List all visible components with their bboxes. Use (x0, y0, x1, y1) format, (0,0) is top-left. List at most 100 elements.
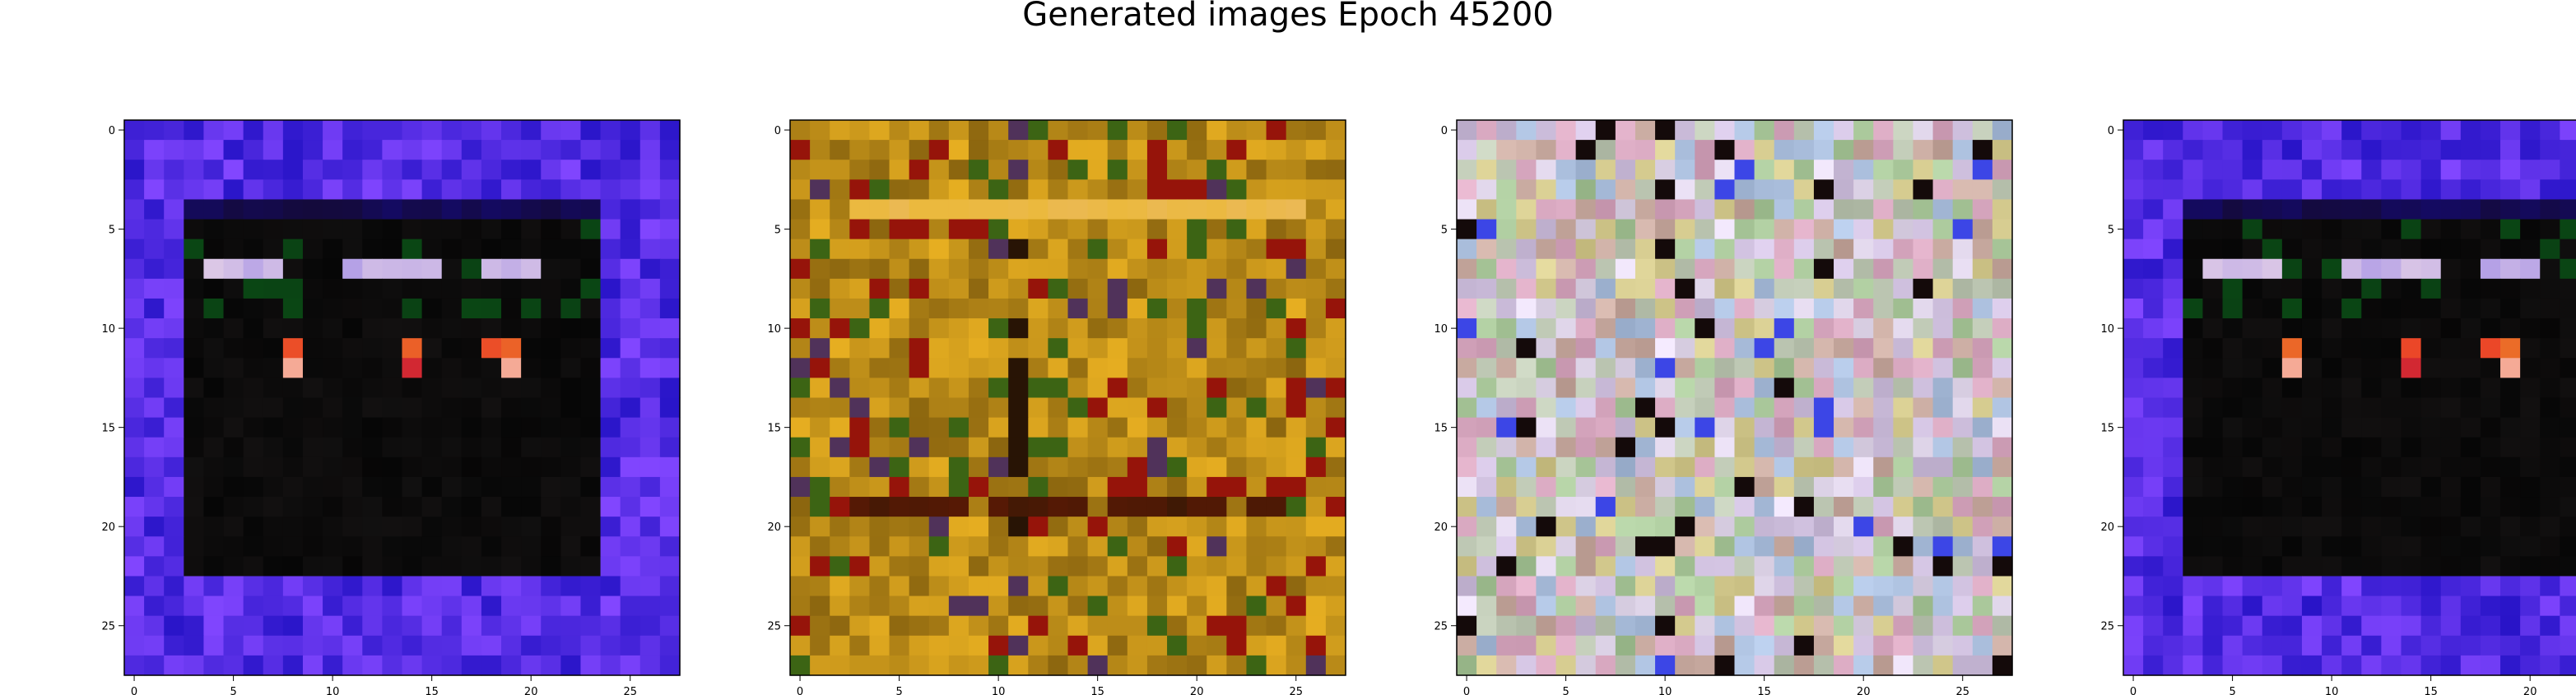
image-pixel (124, 358, 145, 378)
image-pixel (2401, 298, 2422, 319)
image-pixel (1246, 378, 1267, 399)
x-tick-label: 5 (2229, 686, 2235, 695)
image-pixel (810, 635, 830, 656)
image-pixel (2401, 219, 2422, 240)
image-pixel (2420, 239, 2442, 260)
image-pixel (2420, 655, 2442, 676)
image-pixel (1952, 179, 1974, 201)
image-pixel (1834, 140, 1854, 160)
x-tick-label: 5 (895, 686, 902, 695)
image-pixel (2222, 219, 2244, 240)
image-pixel (639, 576, 661, 597)
image-pixel (1992, 497, 2013, 517)
y-tick-label: 5 (109, 225, 115, 237)
image-pixel (560, 576, 582, 597)
image-pixel (2540, 338, 2560, 359)
image-pixel (1187, 397, 1207, 419)
image-pixel (1813, 338, 1834, 359)
image-pixel (1127, 179, 1148, 201)
image-pixel (1853, 179, 1874, 201)
image-pixel (2202, 298, 2224, 319)
image-pixel (1146, 497, 1168, 517)
image-pixel (1834, 417, 1854, 438)
image-pixel (1714, 179, 1736, 201)
image-pixel (869, 338, 890, 359)
image-pixel (1595, 556, 1616, 577)
image-pixel (1893, 476, 1914, 498)
image-pixel (1476, 456, 1497, 478)
image-pixel (1675, 239, 1695, 260)
image-pixel (1714, 278, 1736, 299)
image-pixel (1575, 120, 1597, 141)
image-pixel (1655, 536, 1676, 557)
image-pixel (1187, 239, 1207, 260)
image-pixel (243, 199, 264, 220)
image-pixel (2361, 378, 2382, 399)
image-pixel (2262, 378, 2283, 399)
image-pixel (144, 497, 165, 517)
image-pixel (1028, 517, 1049, 537)
image-pixel (790, 536, 811, 557)
image-pixel (600, 318, 621, 339)
image-pixel (1754, 358, 1775, 378)
image-pixel (1952, 378, 1974, 399)
image-pixel (1992, 417, 2013, 438)
image-pixel (541, 536, 561, 557)
image-pixel (1028, 615, 1049, 637)
image-pixel (461, 120, 482, 141)
image-pixel (2281, 655, 2303, 676)
image-pixel (1853, 239, 1874, 260)
image-pixel (1714, 338, 1736, 359)
image-pixel (1575, 615, 1597, 637)
image-pixel (810, 160, 830, 180)
image-pixel (1127, 120, 1148, 141)
image-pixel (1476, 595, 1497, 617)
image-pixel (1793, 615, 1815, 637)
image-pixel (2301, 576, 2323, 597)
image-pixel (1246, 517, 1267, 537)
image-pixel (2520, 417, 2541, 438)
image-pixel (2301, 378, 2323, 399)
image-pixel (362, 655, 383, 676)
image-pixel (909, 615, 930, 637)
image-pixel (1774, 456, 1795, 478)
image-pixel (2301, 298, 2323, 319)
image-pixel (2420, 179, 2442, 201)
image-pixel (1834, 239, 1854, 260)
image-pixel (2560, 318, 2576, 339)
image-pixel (1932, 298, 1954, 319)
image-pixel (441, 239, 463, 260)
image-pixel (1575, 160, 1597, 180)
image-pixel (1695, 318, 1715, 339)
image-pixel (1575, 517, 1597, 537)
image-pixel (1972, 378, 1993, 399)
image-pixel (421, 635, 443, 656)
image-pixel (2163, 536, 2183, 557)
image-pixel (243, 179, 264, 201)
image-pixel (2401, 358, 2422, 378)
image-pixel (2540, 497, 2560, 517)
image-pixel (889, 358, 910, 378)
image-pixel (2480, 556, 2501, 577)
image-pixel (1734, 358, 1755, 378)
image-pixel (541, 497, 561, 517)
image-pixel (2222, 497, 2244, 517)
image-pixel (2322, 298, 2342, 319)
image-pixel (164, 120, 184, 141)
image-pixel (1695, 258, 1715, 280)
image-pixel (323, 576, 343, 597)
image-pixel (263, 497, 284, 517)
image-pixel (362, 576, 383, 597)
image-pixel (481, 595, 502, 617)
image-pixel (2520, 378, 2541, 399)
image-pixel (1536, 497, 1557, 517)
image-pixel (2242, 517, 2263, 537)
image-pixel (1834, 160, 1854, 180)
image-pixel (323, 179, 343, 201)
image-pixel (2500, 239, 2521, 260)
y-tick-label: 15 (767, 423, 781, 435)
image-pixel (2420, 556, 2442, 577)
image-pixel (1555, 655, 1577, 676)
image-pixel (1067, 298, 1089, 319)
